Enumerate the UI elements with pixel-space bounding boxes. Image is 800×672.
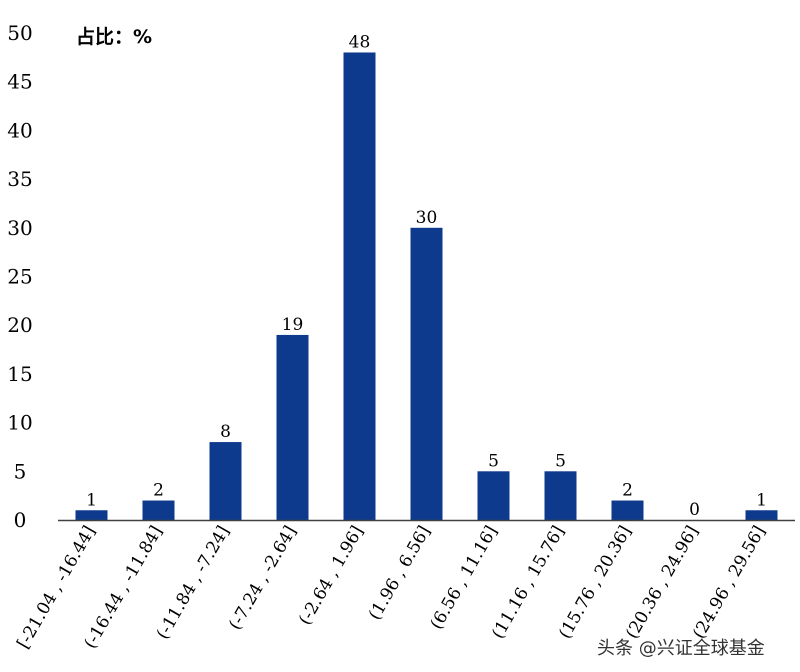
x-tick-label: (6.56 , 11.16] [427,523,502,633]
y-tick-label: 5 [14,459,27,483]
x-tick-label: (-7.24 , -2.64] [225,523,301,634]
bar [343,52,376,520]
y-tick-label: 50 [7,21,32,45]
bar-value-label: 5 [555,451,566,471]
bar [745,510,778,520]
x-tick-label: (-11.84 , -7.24] [153,523,234,643]
bar-value-label: 5 [488,451,499,471]
bar-value-label: 8 [220,422,231,442]
y-tick-label: 25 [7,265,32,289]
bar [611,500,644,520]
x-tick-label: (20.36 , 24.96] [622,523,703,643]
bar-value-label: 1 [86,490,97,510]
bar-value-label: 48 [349,32,371,52]
x-tick-label: (15.76 , 20.36] [555,523,636,643]
y-tick-label: 15 [7,362,32,386]
y-tick-label: 35 [7,167,32,191]
bar-value-label: 1 [756,490,767,510]
bar-value-label: 30 [416,208,438,228]
bar-value-label: 2 [153,481,164,501]
bar [477,471,510,520]
x-tick-label: (24.96 , 29.56] [689,523,770,643]
bar [209,442,242,520]
y-tick-label: 0 [14,508,27,532]
watermark: 头条 @兴证全球基金 [597,638,765,659]
bar [75,510,108,520]
x-tick-label: (11.16 , 15.76] [488,523,569,643]
bar [142,500,175,520]
x-tick-label: (1.96 , 6.56] [365,523,435,624]
bar [544,471,577,520]
y-tick-label: 20 [7,313,32,337]
bar [276,334,309,520]
unit-label: 占比：% [76,26,153,48]
y-tick-label: 30 [7,216,32,240]
y-tick-label: 45 [7,70,32,94]
y-tick-label: 10 [7,411,32,435]
bar [410,227,443,521]
bar-value-label: 2 [622,481,633,501]
x-tick-label: (-2.64 , 1.96] [295,523,368,629]
bar-value-label: 0 [689,500,700,520]
bar-value-label: 19 [282,315,304,335]
y-tick-label: 40 [7,118,32,142]
